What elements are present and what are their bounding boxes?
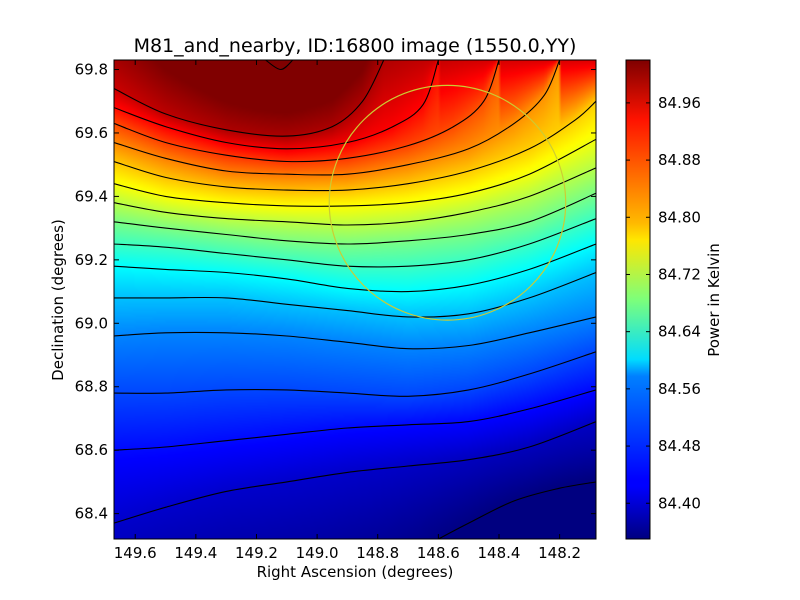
- y-tick-label: 69.0: [75, 314, 108, 332]
- contour-line: [114, 167, 596, 226]
- y-axis-label: Declination (degrees): [49, 219, 67, 381]
- contour-line: [114, 60, 561, 176]
- heatmap: [114, 60, 596, 539]
- y-tick-label: 69.2: [75, 251, 108, 269]
- y-tick-label: 69.4: [75, 187, 108, 205]
- x-axis: 149.6 149.4 149.2 149.0 148.8 148.6 148.4 148.2: [114, 60, 581, 562]
- x-axis-label: Right Ascension (degrees): [257, 563, 454, 581]
- x-tick-label: 149.4: [174, 544, 217, 562]
- colorbar-tick-label: 84.80: [658, 208, 701, 226]
- y-tick-label: 69.8: [75, 61, 108, 79]
- x-tick-label: 149.6: [114, 544, 157, 562]
- contour-line: [114, 389, 596, 451]
- x-tick-label: 148.8: [356, 544, 399, 562]
- y-tick-label: 69.6: [75, 124, 108, 142]
- beam-circle: [328, 84, 567, 321]
- contour-line: [114, 100, 596, 192]
- colorbar-tick-label: 84.56: [658, 380, 701, 398]
- x-tick-label: 149.0: [296, 544, 339, 562]
- plot-frame: [113, 59, 597, 540]
- colorbar-ticks: 84.40 84.48 84.56 84.64 84.72 84.80 84.88 84.96: [626, 94, 701, 512]
- colorbar-tick-label: 84.72: [658, 265, 701, 283]
- contour-line: [114, 316, 596, 350]
- contour-line: [114, 243, 596, 293]
- chart-title: M81_and_nearby, ID:16800 image (1550.0,Y…: [134, 35, 577, 57]
- y-tick-label: 68.6: [75, 441, 108, 459]
- contour-line: [114, 60, 439, 150]
- x-tick-label: 148.6: [417, 544, 460, 562]
- colorbar-bar: [625, 59, 651, 540]
- contour-line: [265, 60, 294, 71]
- y-tick-label: 68.8: [75, 378, 108, 396]
- x-tick-label: 148.4: [478, 544, 521, 562]
- x-tick-label: 148.2: [538, 544, 581, 562]
- colorbar: 84.40 84.48 84.56 84.64 84.72 84.80 84.88 84.96…: [625, 59, 723, 540]
- colorbar-tick-label: 84.40: [658, 494, 701, 512]
- y-tick-label: 68.4: [75, 505, 108, 523]
- contour-line: [114, 351, 596, 397]
- colorbar-tick-label: 84.48: [658, 437, 701, 455]
- contour-line: [114, 271, 596, 318]
- contour-line: [114, 192, 596, 245]
- contour-line: [438, 481, 596, 539]
- plot-area: [113, 59, 597, 540]
- contour-line: [114, 138, 596, 207]
- contour-line: [114, 421, 596, 524]
- colorbar-label: Power in Kelvin: [705, 243, 723, 357]
- colorbar-tick-label: 84.64: [658, 323, 701, 341]
- y-axis: 68.4 68.6 68.8 69.0 69.2 69.4 69.6 69.8: [75, 61, 596, 523]
- contour-line: [114, 60, 385, 137]
- colorbar-tick-label: 84.88: [658, 151, 701, 169]
- colorbar-tick-label: 84.96: [658, 94, 701, 112]
- contour-line: [114, 60, 500, 163]
- x-tick-label: 149.2: [235, 544, 278, 562]
